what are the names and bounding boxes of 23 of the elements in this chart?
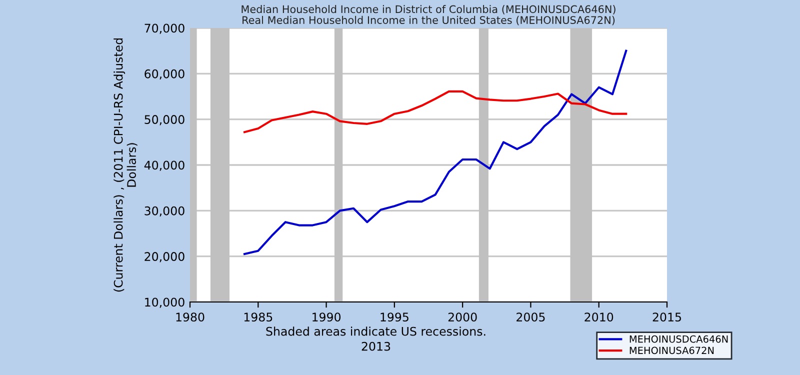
x-tick-label: 2010 (584, 312, 614, 322)
chart-title: Median Household Income in District of Columbia (MEHOINUSDCA646N) Real Median Household Income in the United States (MEHOINUSA672N) (242, 5, 616, 26)
x-tick-label: 1995 (380, 312, 408, 322)
legend-label: MEHOINUSDCA646N (630, 335, 728, 343)
y-tick-label: 20,000 (144, 252, 184, 262)
x-tick-label: 2005 (516, 312, 545, 322)
x-tick-label: 2015 (652, 312, 681, 322)
y-axis-title: (Current Dollars) , (2011 CPI-U-RS Adjusted Dollars) (114, 38, 138, 292)
x-tick-label: 1985 (244, 312, 272, 322)
text: Shaded areas indicate US recessions. (266, 326, 486, 336)
text: 2013 (362, 342, 390, 351)
y-tick-label: 70,000 (144, 24, 184, 34)
y-tick-label: 10,000 (145, 298, 184, 308)
x-tick-label: 1990 (312, 312, 341, 322)
y-tick-label: 40,000 (144, 160, 184, 171)
y-tick-label: 50,000 (144, 115, 184, 126)
y-tick-label: 30,000 (144, 206, 184, 217)
line-series (243, 50, 628, 256)
y-tick-label: 60,000 (144, 69, 184, 80)
x-tick-label: 2000 (448, 312, 477, 322)
legend-label: MEHOINUSA672N (630, 346, 714, 354)
line-series (243, 90, 628, 134)
x-tick-label: 1980 (176, 312, 204, 322)
